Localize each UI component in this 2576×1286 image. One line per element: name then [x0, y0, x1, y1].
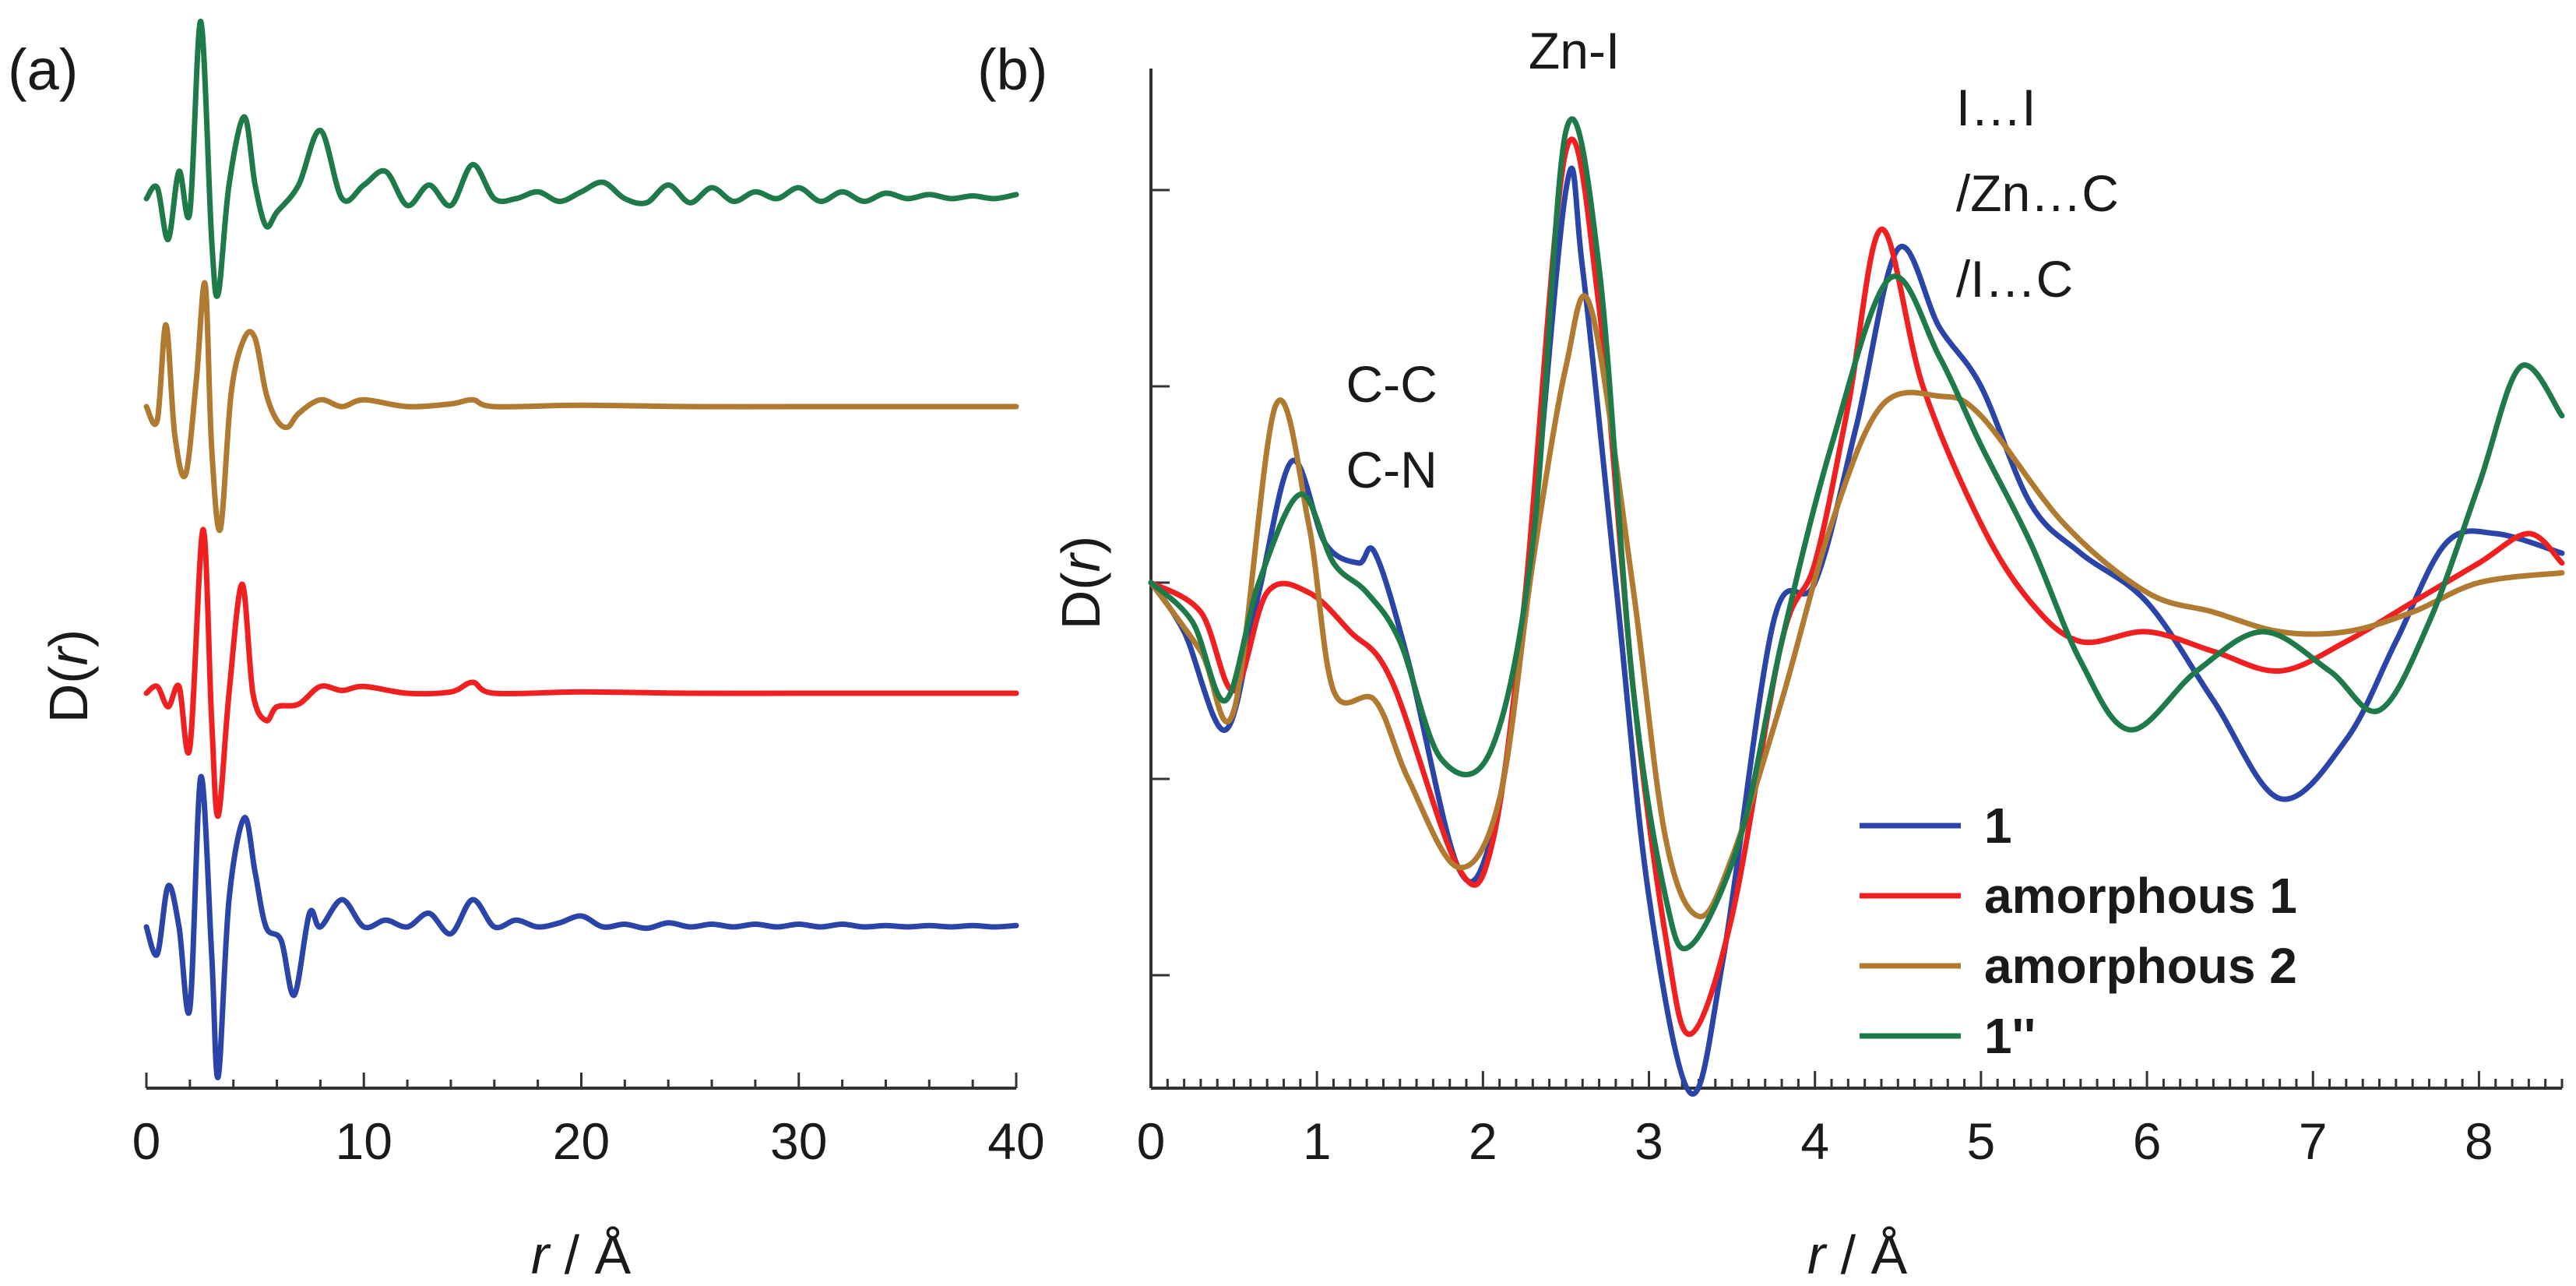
panel-b-x-tick-label: 8 [2465, 1112, 2493, 1170]
panel-b-annotation: /I…C [1956, 250, 2073, 308]
panel-b-annotation: C-N [1346, 441, 1437, 499]
panel-a-label: (a) [8, 37, 78, 102]
panel-a-x-tick-label: 0 [132, 1112, 161, 1170]
panel-b-annotations: Zn-I C-C C-N I…I/Zn…C/I…C [1346, 22, 2118, 499]
panel-b-x-tick-label: 1 [1303, 1112, 1332, 1170]
panel-b-annotation: Zn-I [1529, 22, 1620, 79]
panel-b-label: (b) [977, 37, 1047, 102]
panel-b-x-axis-title: r / Å [1807, 1224, 1908, 1285]
panel-a-series-line [143, 18, 1019, 299]
panel-a-x-tick-label: 10 [336, 1112, 392, 1170]
panel-a-series [143, 18, 1019, 1080]
panel-b-annotation: I…I [1956, 79, 2036, 136]
panel-b-series-line [1148, 165, 2565, 1097]
panel-a: (a) 0 10 20 30 40 r / Å D(r) [8, 18, 1045, 1285]
panel-b-series-line [1148, 116, 2565, 952]
legend-label: 1 [1984, 798, 2012, 854]
panel-b-x-tick-label: 0 [1137, 1112, 1166, 1170]
panel-b-x-tick-label: 4 [1800, 1112, 1829, 1170]
panel-a-series-line [143, 280, 1019, 534]
panel-b-x-ticks: 0 1 2 3 4 5 6 7 8 [1137, 1071, 2564, 1170]
panel-b-x-tick-label: 7 [2299, 1112, 2328, 1170]
panel-b: (b) 0 1 2 3 4 5 6 7 8 Zn-I C-C C-N I…I/Zn…C/I…C 1 am… [977, 22, 2565, 1285]
panel-a-x-tick-label: 40 [987, 1112, 1044, 1170]
panel-b-x-tick-label: 6 [2133, 1112, 2162, 1170]
panel-a-x-ticks: 0 10 20 30 40 [132, 1073, 1045, 1170]
panel-a-x-axis-title: r / Å [531, 1224, 632, 1285]
panel-a-x-tick-label: 30 [770, 1112, 827, 1170]
panel-b-series [1148, 116, 2565, 1097]
panel-b-series-line [1148, 293, 2565, 920]
panel-b-x-tick-label: 3 [1635, 1112, 1663, 1170]
panel-a-x-tick-label: 20 [553, 1112, 610, 1170]
panel-b-legend: 1 amorphous 1 amorphous 2 1'' [1860, 798, 2297, 1064]
panel-a-series-line [143, 527, 1019, 819]
panel-b-series-line [1148, 136, 2565, 1038]
panel-b-x-tick-label: 5 [1967, 1112, 1996, 1170]
legend-label: amorphous 2 [1984, 938, 2297, 994]
panel-a-y-axis-title: D(r) [38, 629, 99, 724]
panel-a-series-line [143, 773, 1019, 1080]
panel-b-x-tick-label: 2 [1469, 1112, 1497, 1170]
panel-b-annotation: /Zn…C [1956, 164, 2119, 222]
panel-b-y-axis-title: D(r) [1050, 536, 1111, 630]
legend-label: 1'' [1984, 1008, 2036, 1064]
legend-label: amorphous 1 [1984, 868, 2297, 924]
panel-b-annotation: C-C [1346, 355, 1437, 413]
